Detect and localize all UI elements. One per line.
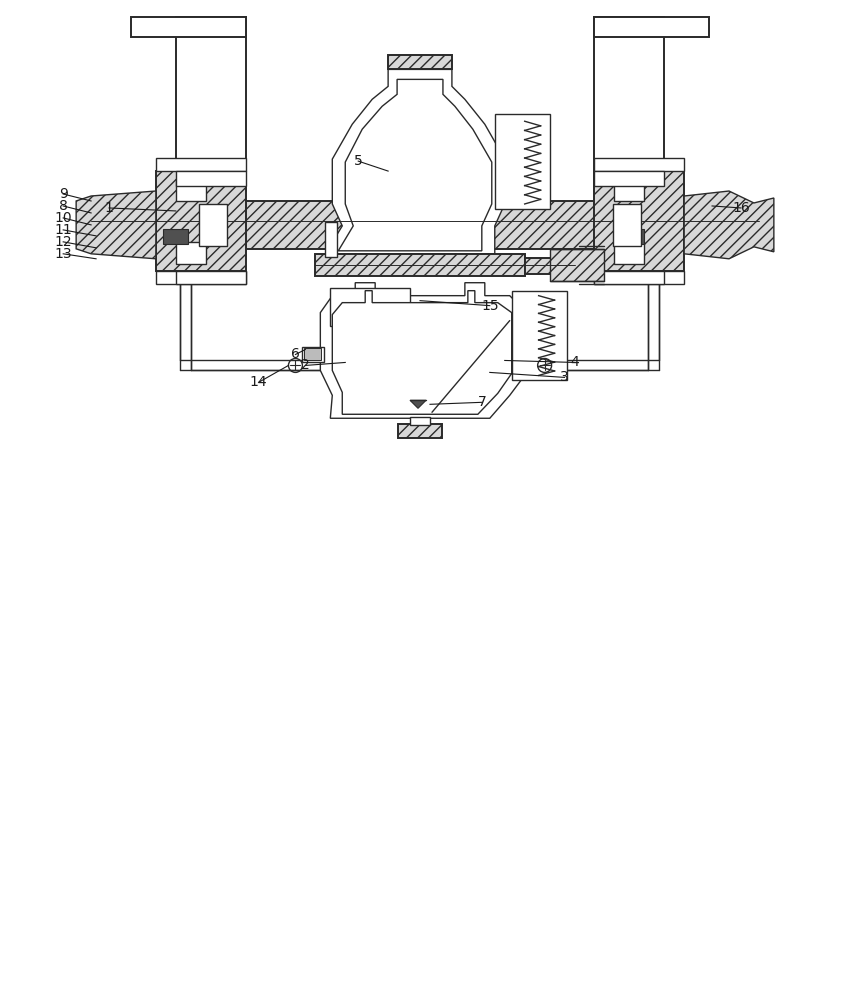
Polygon shape <box>684 191 774 259</box>
Bar <box>326 222 337 257</box>
Bar <box>176 171 246 186</box>
Bar <box>303 347 325 362</box>
Text: 5: 5 <box>354 154 363 168</box>
Bar <box>176 17 246 191</box>
Text: 11: 11 <box>54 223 72 237</box>
Bar <box>594 17 664 191</box>
Bar <box>163 229 188 244</box>
Text: 6: 6 <box>291 347 300 361</box>
Bar <box>199 204 227 246</box>
Bar <box>594 271 684 284</box>
Bar <box>615 179 644 201</box>
Polygon shape <box>410 400 426 408</box>
Bar <box>156 158 246 171</box>
Polygon shape <box>338 79 492 251</box>
Text: 1: 1 <box>105 201 113 215</box>
Bar <box>156 171 246 271</box>
Bar <box>176 179 206 201</box>
Polygon shape <box>320 283 524 418</box>
Bar <box>614 204 641 246</box>
Polygon shape <box>332 291 512 414</box>
Text: 9: 9 <box>59 187 68 201</box>
Text: 12: 12 <box>54 235 72 249</box>
Bar <box>550 249 604 281</box>
Bar <box>594 158 684 171</box>
Bar <box>594 171 684 271</box>
Text: 15: 15 <box>481 299 499 313</box>
Bar <box>304 348 321 360</box>
Bar <box>315 254 524 276</box>
Text: 4: 4 <box>570 355 579 369</box>
Polygon shape <box>326 69 505 254</box>
Bar <box>594 17 709 37</box>
Text: 2: 2 <box>301 358 309 372</box>
Bar <box>594 271 664 284</box>
Bar <box>176 242 206 264</box>
Bar <box>620 229 644 244</box>
Text: 14: 14 <box>250 375 268 389</box>
Polygon shape <box>76 191 156 259</box>
Bar <box>156 271 246 284</box>
Text: 8: 8 <box>59 199 68 213</box>
Bar <box>524 258 575 274</box>
Text: 13: 13 <box>54 247 72 261</box>
Bar <box>615 242 644 264</box>
Bar <box>241 201 599 249</box>
Text: 16: 16 <box>732 201 750 215</box>
Bar <box>398 424 442 438</box>
Bar <box>176 271 246 284</box>
Bar <box>410 417 430 425</box>
Bar <box>388 55 452 69</box>
Bar <box>512 291 567 380</box>
Text: 7: 7 <box>478 395 486 409</box>
Text: 3: 3 <box>560 370 569 384</box>
Bar <box>331 288 410 326</box>
Bar <box>495 114 550 209</box>
Text: 10: 10 <box>54 211 72 225</box>
Bar <box>131 17 246 37</box>
Bar <box>594 171 664 186</box>
